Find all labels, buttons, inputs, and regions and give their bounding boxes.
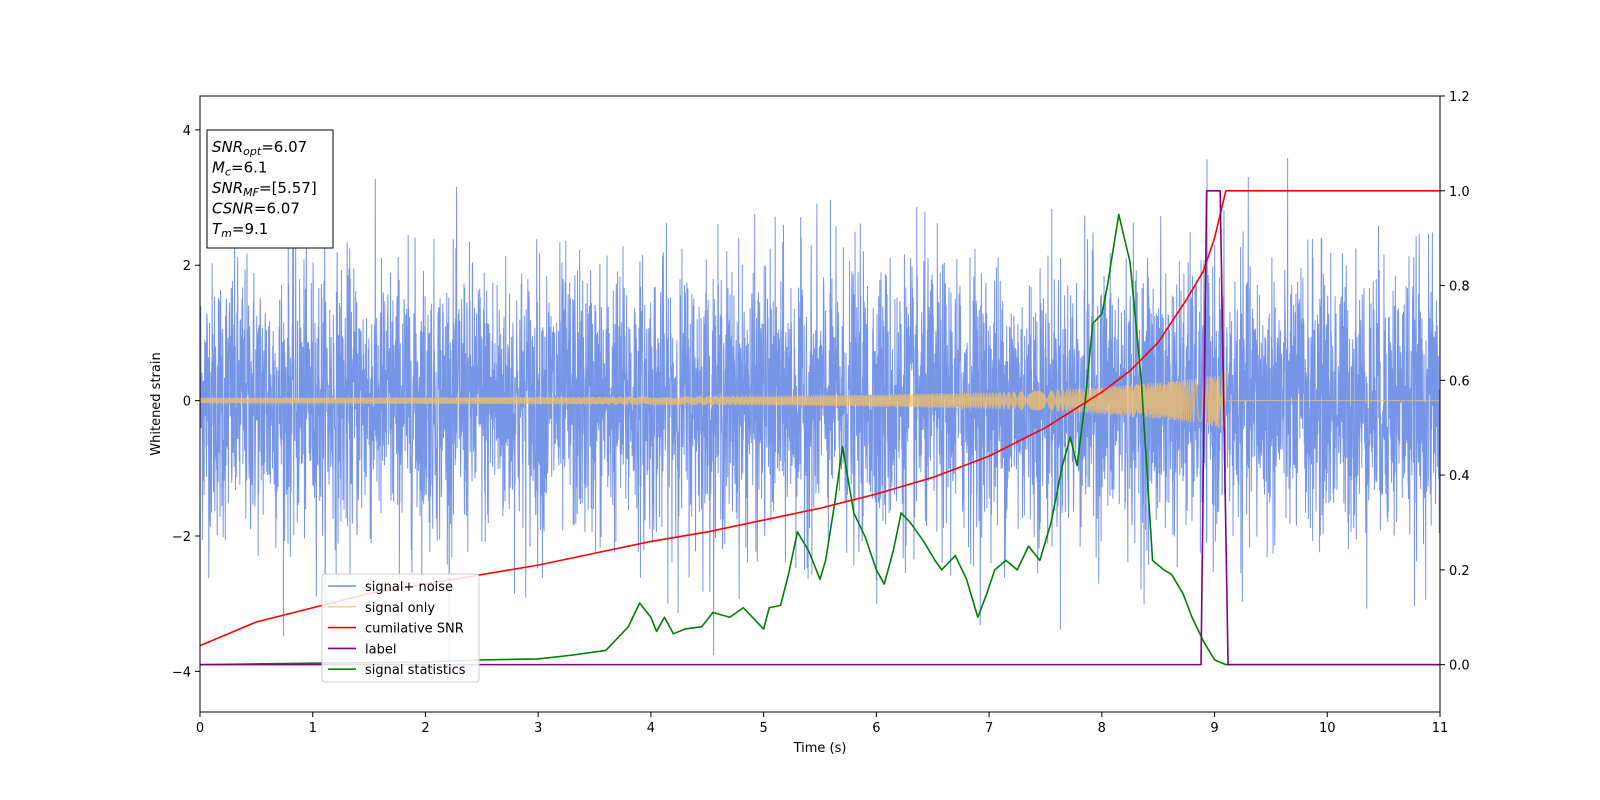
y-right-tick-label: 0.2 (1449, 564, 1470, 579)
x-tick-label: 8 (1098, 721, 1106, 736)
x-tick-label: 1 (309, 721, 317, 736)
legend-frame (321, 573, 480, 683)
annotation-line: Mc=6.1 (212, 159, 267, 179)
y-right-tick-label: 0.6 (1449, 374, 1470, 389)
legend-label: signal+ noise (365, 580, 453, 595)
annotation-line: Tm=9.1 (212, 220, 268, 240)
x-tick-label: 9 (1210, 721, 1218, 736)
x-tick-label: 0 (196, 721, 204, 736)
y-left-tick-label: 2 (183, 259, 191, 274)
series-signal-only (200, 370, 1440, 430)
series-label (200, 189, 1440, 666)
legend-label: signal only (365, 601, 435, 616)
x-tick-label: 7 (985, 721, 993, 736)
y-left-tick-label: 0 (183, 395, 191, 410)
y-right-tick-label: 0.4 (1449, 469, 1470, 484)
annotation-line: SNRopt=6.07 (212, 138, 307, 158)
x-tick-label: 10 (1319, 721, 1336, 736)
y-right-tick-label: 0.8 (1449, 280, 1470, 295)
y-left-tick-label: −4 (172, 665, 191, 680)
y-left-tick-label: −2 (172, 530, 191, 545)
legend-label: label (365, 642, 396, 657)
annotation-frame (206, 129, 334, 249)
annotation-line: SNRMF=[5.57] (212, 179, 317, 199)
y-left-tick-label: 4 (183, 124, 191, 139)
plot-frame (199, 95, 1441, 713)
y-right-tick-label: 1.2 (1449, 90, 1470, 105)
legend: signal+ noise signal only cumilative SNR la… (321, 573, 480, 683)
x-axis-label: Time (s) (793, 741, 847, 756)
x-tick-label: 6 (872, 721, 880, 736)
x-tick-label: 4 (647, 721, 655, 736)
y-right-tick-label: 1.0 (1449, 185, 1470, 200)
x-tick-label: 5 (759, 721, 767, 736)
y-axis-left: 4 2 0 −2 −4 (172, 124, 200, 680)
y-axis-right: 1.2 1.0 0.8 0.6 0.4 0.2 0.0 (1440, 90, 1470, 674)
legend-label: cumilative SNR (365, 622, 464, 637)
x-axis: 0 1 2 3 4 5 6 7 8 9 10 11 (196, 712, 1448, 736)
y-right-tick-label: 0.0 (1449, 659, 1470, 674)
series-signal-statistics (200, 213, 1440, 666)
x-tick-label: 11 (1432, 721, 1449, 736)
legend-label: signal statistics (365, 663, 466, 678)
y-axis-label: Whitened strain (149, 352, 164, 455)
annotation-line: CSNR=6.07 (212, 200, 300, 218)
x-tick-label: 2 (421, 721, 429, 736)
series-signal-plus-noise (200, 158, 1440, 673)
x-tick-label: 3 (534, 721, 542, 736)
